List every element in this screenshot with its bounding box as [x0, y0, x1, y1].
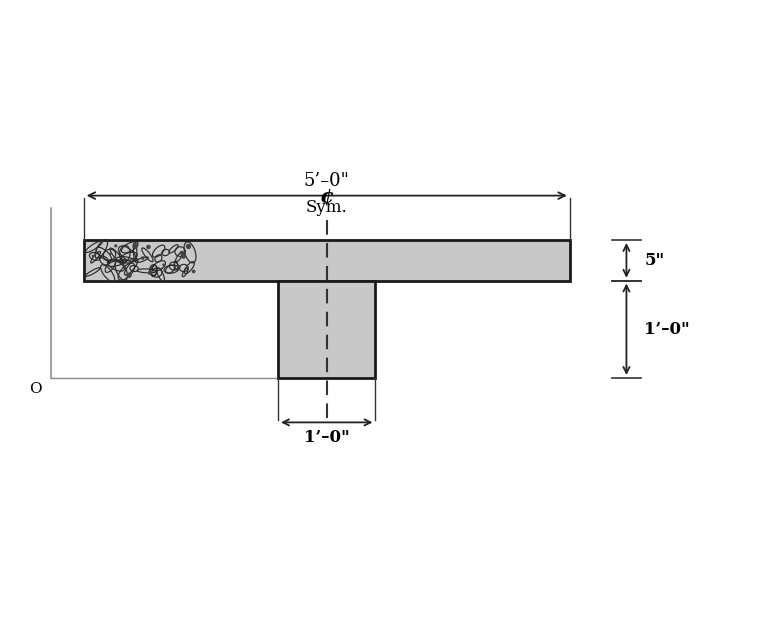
- Circle shape: [148, 271, 152, 275]
- Circle shape: [192, 269, 195, 273]
- Circle shape: [114, 244, 117, 247]
- Text: 5": 5": [644, 252, 664, 269]
- Circle shape: [186, 243, 191, 249]
- Circle shape: [109, 252, 112, 255]
- Bar: [278, 281, 375, 378]
- Circle shape: [126, 273, 132, 278]
- Circle shape: [146, 245, 150, 249]
- Text: ¢: ¢: [319, 187, 334, 207]
- Circle shape: [91, 255, 94, 257]
- Text: 5’–0": 5’–0": [304, 172, 350, 190]
- Circle shape: [141, 256, 145, 260]
- Bar: [84, 240, 570, 281]
- Text: 1’–0": 1’–0": [304, 429, 350, 446]
- Circle shape: [180, 251, 184, 255]
- Text: Sym.: Sym.: [306, 199, 348, 216]
- Circle shape: [181, 254, 186, 259]
- Text: 1’–0": 1’–0": [644, 321, 690, 338]
- Circle shape: [178, 265, 181, 267]
- Circle shape: [177, 265, 181, 268]
- Text: O: O: [29, 382, 42, 396]
- Circle shape: [162, 263, 165, 266]
- Circle shape: [133, 243, 138, 249]
